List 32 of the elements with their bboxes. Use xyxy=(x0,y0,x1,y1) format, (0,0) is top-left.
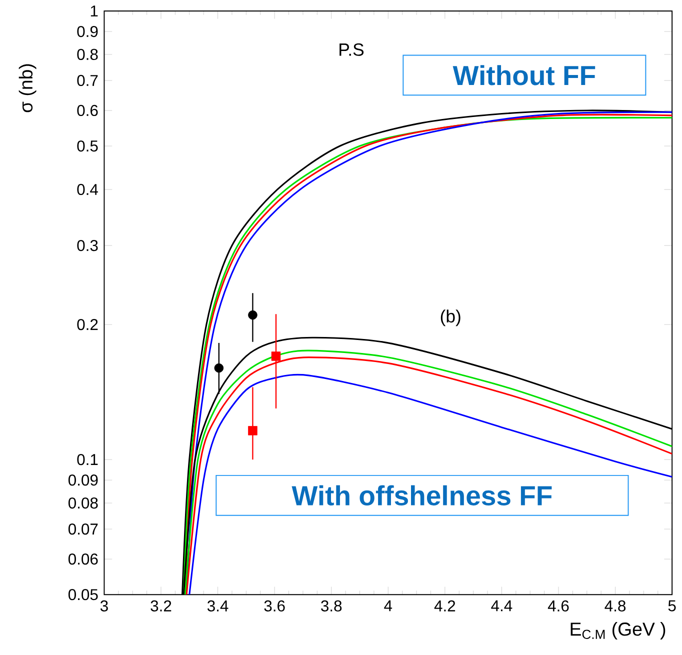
y-tick-label: 1 xyxy=(90,6,98,17)
x-tick-label: 4.2 xyxy=(434,600,456,612)
x-tick-label: 4.6 xyxy=(548,600,569,612)
x-axis-title: E$_{C.M}$ (GeV ) xyxy=(570,622,666,640)
y-tick-label: 0.6 xyxy=(77,105,98,116)
y-tick-label: 0.06 xyxy=(68,554,98,565)
x-tick-label: 4.8 xyxy=(604,600,626,612)
x-tick-label: 3.8 xyxy=(321,600,342,612)
x-tick-label: 5 xyxy=(668,600,676,612)
y-axis-title: σ (nb) xyxy=(18,64,36,112)
x-tick-label: 4.4 xyxy=(491,600,512,612)
y-tick-label: 0.08 xyxy=(68,498,98,509)
y-tick-label: 0.1 xyxy=(77,454,98,466)
x-tick-label: 4 xyxy=(384,600,392,612)
annotation: (b) xyxy=(440,310,460,326)
annotation: Without FF xyxy=(452,65,596,86)
y-tick-label: 0.7 xyxy=(77,75,98,86)
y-tick-label: 0.9 xyxy=(77,26,98,38)
y-tick-label: 0.5 xyxy=(77,140,98,152)
y-tick-label: 0.4 xyxy=(77,184,98,196)
annotation: With offshelness FF xyxy=(292,485,552,506)
x-tick-label: 3.4 xyxy=(207,600,228,612)
y-tick-label: 0.07 xyxy=(68,524,98,535)
y-tick-label: 0.2 xyxy=(77,319,98,330)
x-tick-label: 3 xyxy=(100,600,108,612)
y-tick-label: 0.05 xyxy=(68,589,98,600)
y-tick-label: 0.09 xyxy=(68,474,98,486)
y-tick-label: 0.3 xyxy=(77,240,98,252)
annotation: P.S xyxy=(340,43,364,56)
y-tick-label: 0.8 xyxy=(77,49,98,60)
x-tick-label: 3.6 xyxy=(264,600,285,612)
x-tick-label: 3.2 xyxy=(150,600,172,612)
